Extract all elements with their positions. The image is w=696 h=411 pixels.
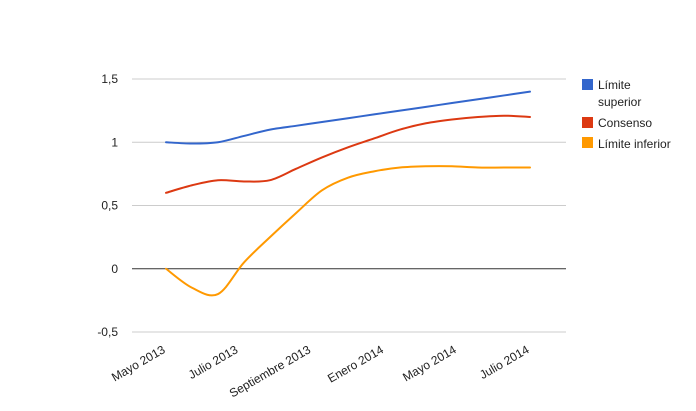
legend-label-limite-superior-line2: superior [598, 95, 641, 109]
x-tick-label: Enero 2014 [325, 342, 386, 385]
x-tick-label: Julio 2014 [477, 342, 532, 382]
y-axis-ticks: 1,5 1 0,5 0 -0,5 [97, 72, 118, 339]
legend-swatch-consenso [582, 117, 593, 128]
y-tick-label: 1 [111, 135, 118, 149]
series-line-2 [165, 165, 531, 297]
y-tick-label: 1,5 [101, 72, 118, 86]
legend-label-consenso: Consenso [598, 116, 652, 130]
x-tick-label: Septiembre 2013 [227, 342, 313, 400]
legend-swatch-limite-inferior [582, 137, 593, 148]
x-tick-label: Mayo 2014 [400, 342, 459, 384]
series-line-1 [165, 114, 531, 194]
legend-label-limite-inferior: Límite inferior [598, 137, 671, 151]
y-tick-label: -0,5 [97, 325, 118, 339]
y-tick-label: 0,5 [101, 199, 118, 213]
legend-swatch-limite-superior [582, 79, 593, 90]
x-tick-label: Julio 2013 [186, 342, 241, 382]
series-line-0 [165, 90, 531, 145]
series-lines [165, 90, 531, 297]
gridlines [132, 78, 566, 333]
y-tick-label: 0 [111, 262, 118, 276]
legend-label-limite-superior-line1: Límite [598, 78, 631, 92]
x-tick-label: Mayo 2013 [109, 342, 168, 384]
legend: Límite superior Consenso Límite inferior [582, 78, 671, 151]
